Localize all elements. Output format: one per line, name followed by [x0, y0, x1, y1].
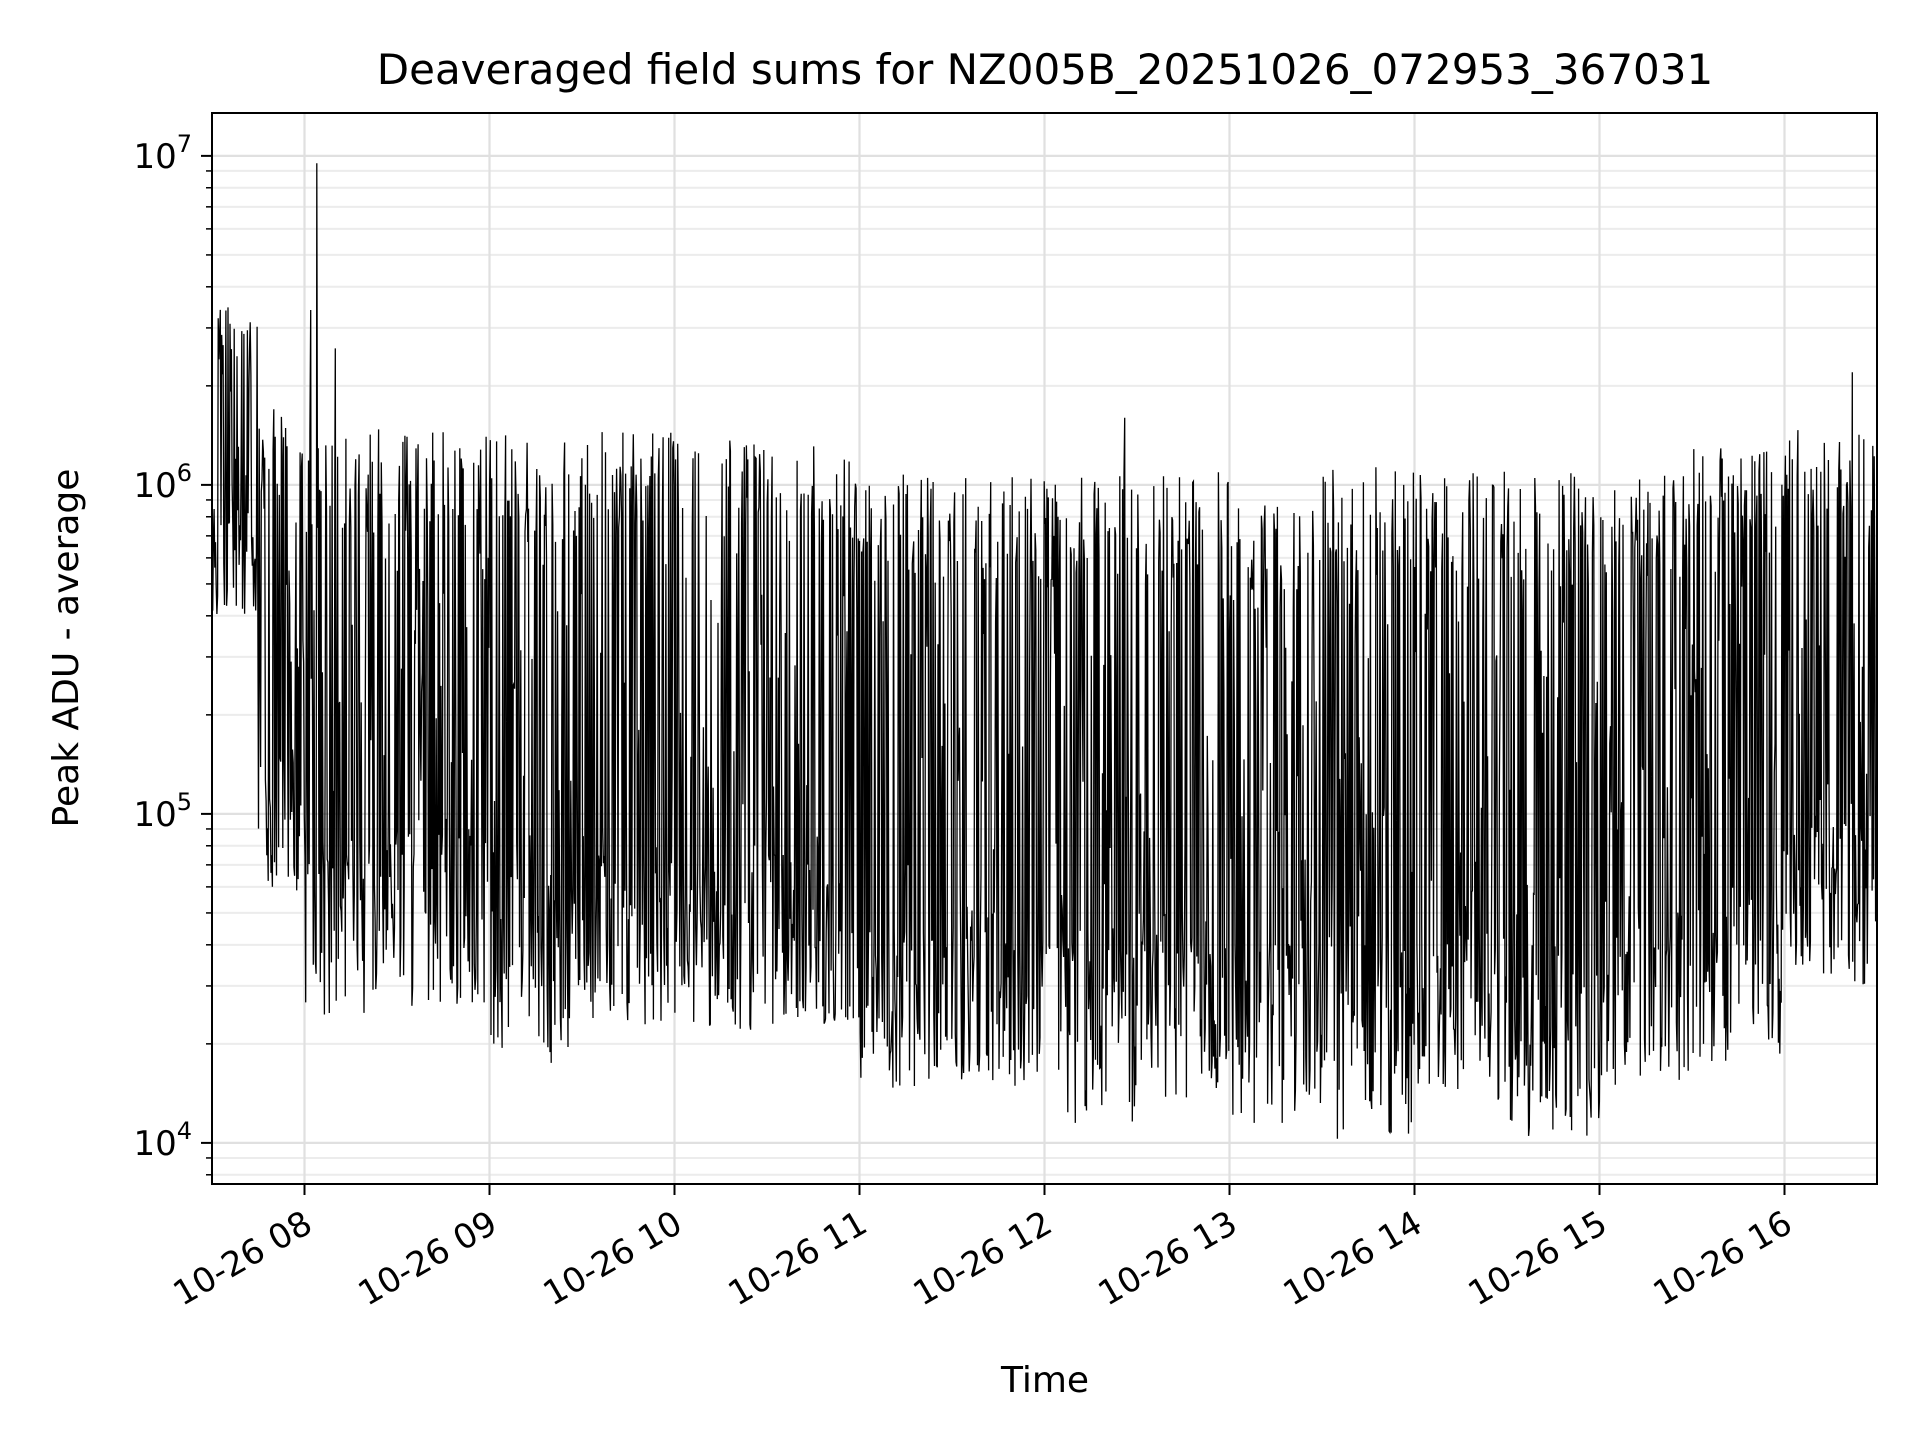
y-tick-label: 104: [133, 1117, 192, 1164]
series-layer: [211, 163, 1878, 1139]
y-axis-label: Peak ADU - average: [46, 469, 87, 828]
x-axis: 10-26 08 10-26 09 10-26 10 10-26 11 10-26 12…: [167, 1184, 1799, 1314]
x-tick-label: 10-26 12: [907, 1203, 1059, 1314]
x-tick-label: 10-26 13: [1092, 1203, 1244, 1314]
x-tick-label: 10-26 09: [352, 1203, 504, 1314]
x-axis-label: Time: [1000, 1360, 1089, 1401]
y-tick-label: 105: [133, 788, 192, 835]
x-tick-label: 10-26 14: [1277, 1203, 1429, 1314]
x-tick-label: 10-26 16: [1647, 1203, 1799, 1314]
x-tick-label: 10-26 15: [1462, 1203, 1614, 1314]
x-tick-label: 10-26 08: [167, 1203, 319, 1314]
series-line: [211, 163, 1878, 1139]
y-axis: 104 105 106 107: [133, 130, 212, 1176]
x-tick-label: 10-26 11: [722, 1203, 874, 1314]
y-tick-label: 106: [133, 459, 192, 506]
y-tick-label: 107: [133, 130, 192, 177]
x-tick-label: 10-26 10: [537, 1203, 689, 1314]
chart-title: Deaveraged field sums for NZ005B_2025102…: [377, 45, 1713, 94]
